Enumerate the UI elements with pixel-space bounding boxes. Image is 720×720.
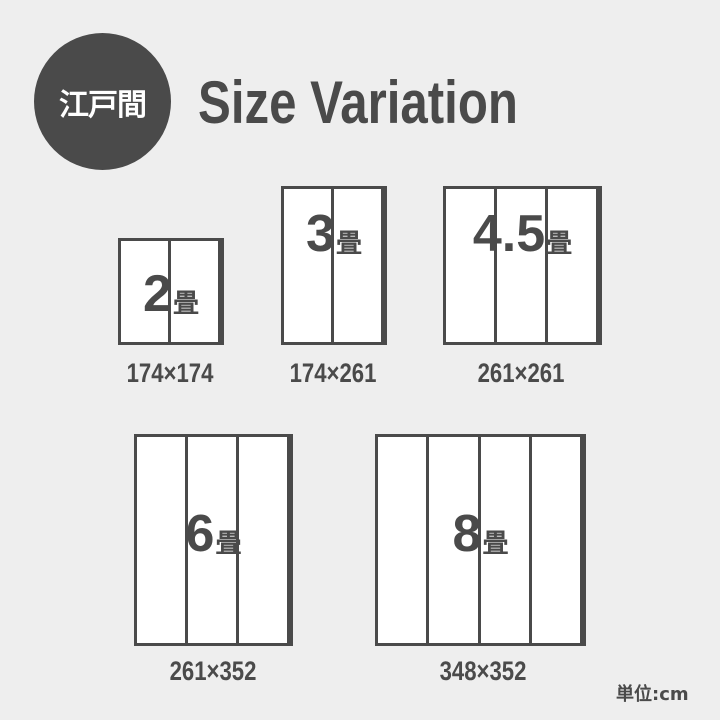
room-4.5-jo: 4.5 畳 xyxy=(443,186,602,345)
tatami-mat xyxy=(497,189,548,342)
tatami-mat xyxy=(429,437,481,643)
room-unit: 畳 xyxy=(215,529,242,559)
tatami-mat xyxy=(532,437,583,643)
tatami-mat xyxy=(548,189,599,342)
badge-label: 江戸間 xyxy=(59,87,147,123)
room-size: 2 xyxy=(143,264,172,323)
page-title: Size Variation xyxy=(198,69,518,136)
room-dimensions: 348×352 xyxy=(439,656,527,686)
room-dimensions: 261×261 xyxy=(477,358,565,388)
room-unit: 畳 xyxy=(335,228,362,259)
tatami-mat xyxy=(481,437,532,643)
room-size: 3 xyxy=(306,204,335,263)
room-unit: 畳 xyxy=(546,228,573,259)
room-size: 6 xyxy=(185,505,215,563)
room-dimensions: 174×261 xyxy=(289,358,377,388)
tatami-mat xyxy=(188,437,239,643)
tatami-mat xyxy=(446,189,497,342)
edoma-badge: 江戸間 xyxy=(34,33,171,170)
room-dimensions: 261×352 xyxy=(169,656,257,686)
tatami-mat xyxy=(378,437,430,643)
tatami-mat xyxy=(137,437,188,643)
tatami-mat xyxy=(334,189,384,342)
room-dimensions: 174×174 xyxy=(126,358,214,388)
tatami-mat xyxy=(121,241,171,342)
tatami-mat xyxy=(171,241,221,342)
tatami-mat xyxy=(239,437,290,643)
room-size: 8 xyxy=(452,505,482,563)
room-unit: 畳 xyxy=(172,288,199,319)
unit-label: 単位:cm xyxy=(616,684,689,705)
room-unit: 畳 xyxy=(482,529,509,559)
room-size: 4.5 xyxy=(472,204,546,263)
tatami-mat xyxy=(284,189,334,342)
